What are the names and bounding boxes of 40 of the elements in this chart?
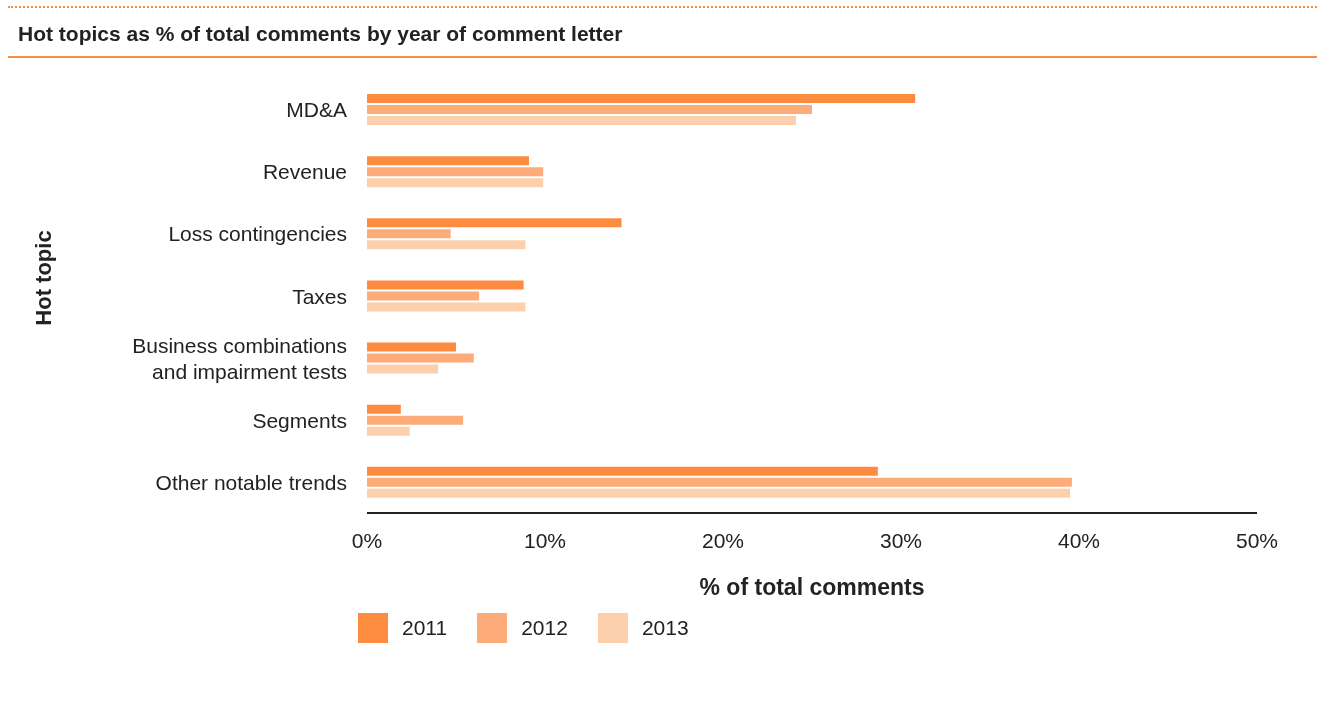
y-tick-label: Revenue	[262, 159, 347, 183]
bar	[367, 342, 456, 352]
legend-label: 2013	[641, 616, 689, 640]
bar	[367, 280, 524, 290]
legend-label: 2011	[402, 616, 448, 640]
y-tick-label: Loss contingencies	[168, 221, 347, 245]
x-tick-label: 40%	[1057, 528, 1101, 552]
y-tick-label: Business combinations and impairment tests	[132, 333, 347, 383]
bar	[367, 156, 529, 166]
bar	[367, 488, 1071, 498]
y-tick-label: MD&A	[286, 97, 347, 121]
bar	[367, 477, 1072, 487]
x-tick-label: 30%	[879, 528, 923, 552]
legend-label: 2012	[521, 616, 568, 640]
bar	[367, 94, 916, 103]
x-tick-label: 20%	[701, 528, 745, 552]
bar	[367, 291, 480, 301]
x-axis-title: % of total comments	[699, 574, 925, 600]
y-tick-label: Segments	[252, 408, 347, 432]
bar	[367, 302, 526, 312]
x-tick-label: 10%	[523, 528, 567, 552]
bar	[367, 240, 526, 250]
chart-title: Hot topics as % of total comments by year of comment letter	[8, 8, 1317, 58]
y-tick-label: Taxes	[292, 284, 347, 307]
bar	[367, 404, 401, 414]
bar	[367, 167, 544, 177]
bar	[367, 105, 812, 114]
bar	[367, 364, 439, 374]
bar	[367, 218, 622, 228]
bar	[367, 415, 464, 425]
bar	[367, 116, 796, 125]
bar	[367, 466, 878, 476]
bar	[367, 353, 474, 363]
x-tick-label: 0%	[351, 528, 383, 552]
x-tick-label: 50%	[1235, 528, 1279, 552]
bar	[367, 229, 451, 239]
bar	[367, 426, 410, 436]
bar	[367, 178, 544, 188]
y-axis-title: Hot topic	[31, 230, 57, 326]
y-tick-label: Other notable trends	[155, 470, 347, 494]
